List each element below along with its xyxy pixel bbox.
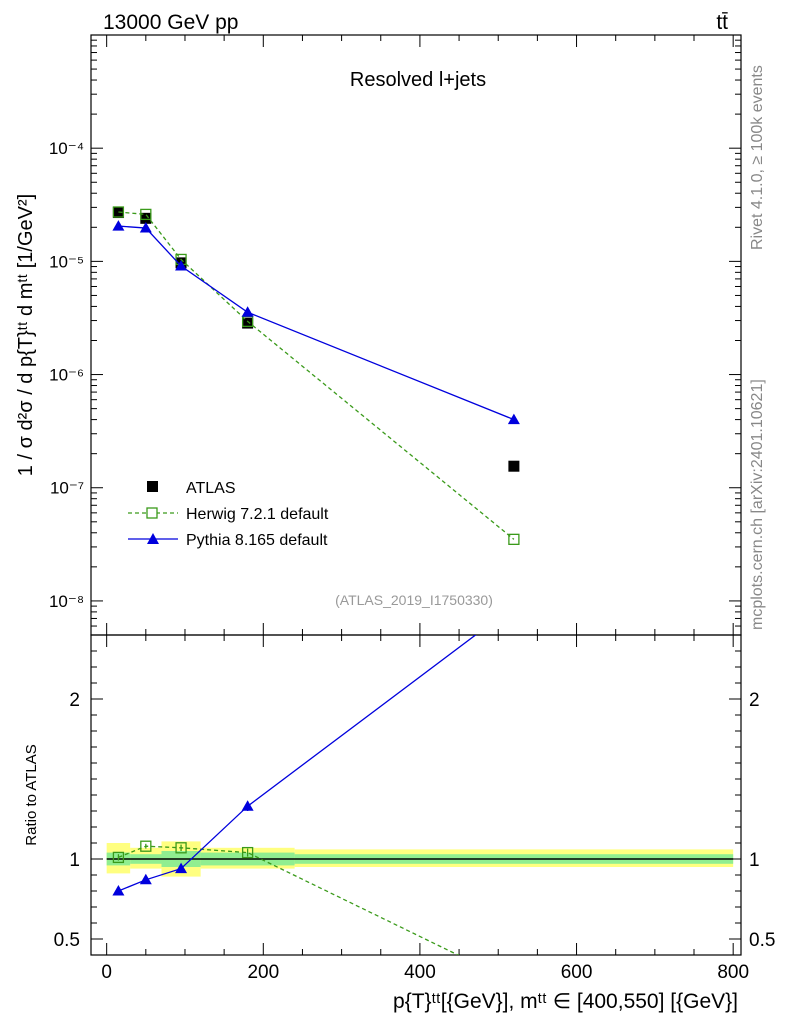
legend-label-pythia: Pythia 8.165 default [186,532,328,549]
main-point-pythia [241,306,254,317]
ratio-point-herwig [175,842,187,854]
main-y-tick-label: 10⁻⁸ [49,592,84,611]
main-y-tick-label: 10⁻⁴ [49,139,84,158]
main-y-axis-label: 1 / σ d²σ / d p{T}ᵗᵗ d mᵗᵗ [1/GeV²] [15,194,37,476]
ratio-point-pythia [112,885,125,896]
main-point-herwig [112,206,125,218]
main-point-pythia [507,413,520,425]
main-point-atlas [140,212,152,224]
header-energy-label: 13000 GeV pp [103,11,238,34]
legend-label-atlas: ATLAS [186,480,236,497]
main-y-tick-label: 10⁻⁵ [49,252,84,271]
main-point-herwig [140,208,152,221]
analysis-id-label: (ATLAS_2019_I1750330) [335,592,493,608]
ratio-point-herwig [140,840,152,852]
ratio-y-axis-label: Ratio to ATLAS [23,744,40,845]
ratio-y-tick-label-right: 1 [749,850,760,871]
main-y-tick-label: 10⁻⁶ [49,366,84,385]
x-axis-ticks: 0 200 400 600 800 [101,35,749,983]
chart-title: Resolved l+jets [350,69,486,91]
ratio-y-tick-label-left: 2 [69,690,80,711]
main-axis-ticks: 10⁻⁸ 10⁻⁷ 10⁻⁶ 10⁻⁵ 10⁻⁴ [49,34,741,636]
ratio-point-pythia [508,600,520,611]
main-point-atlas [242,317,254,329]
main-point-herwig [508,533,520,545]
main-series-layer [112,206,520,545]
ratio-point-herwig [509,977,519,987]
rivet-version-label: Rivet 4.1.0, ≥ 100k events [749,65,766,250]
ratio-y-tick-label-left: 0.5 [54,930,80,951]
ratio-y-tick-label-left: 1 [69,850,80,871]
ratio-uncertainty-bands [106,841,734,877]
main-point-pythia [175,260,188,271]
ratio-panel-frame [90,634,742,956]
mcplots-label: mcplots.cern.ch [arXiv:2401.10621] [749,379,766,630]
x-tick-label: 200 [247,962,279,983]
ratio-series-layer [112,600,520,987]
ratio-point-pythia [241,800,254,811]
x-tick-label: 600 [561,962,593,983]
main-point-pythia [112,220,125,231]
ratio-point-herwig [241,846,254,859]
ratio-point-pythia [175,862,188,874]
ratio-point-pythia [139,873,152,885]
header-process-label: tt̄ [716,11,728,34]
main-line-1 [118,211,515,540]
ratio-y-tick-label-right: 0.5 [749,930,775,951]
ratio-point-herwig [112,851,125,864]
x-tick-label: 400 [404,962,436,983]
x-axis-label: p{T}ᵗᵗ[{GeV}], mᵗᵗ ∈ [400,550] [{GeV}] [393,990,738,1013]
ratio-y-tick-label-right: 2 [749,690,760,711]
ratio-axis-ticks: 0.5 0.5 1 1 2 2 [54,650,775,951]
legend: ATLAS Herwig 7.2.1 default Pythia 8.165 … [128,480,329,549]
x-tick-label: 0 [101,962,112,983]
legend-marker-pythia [147,533,159,544]
main-point-atlas [508,460,520,472]
legend-marker-herwig [146,507,158,519]
legend-marker-atlas [147,481,158,492]
main-point-pythia [139,222,152,233]
x-tick-label: 800 [717,962,749,983]
legend-label-herwig: Herwig 7.2.1 default [186,506,329,523]
main-y-tick-label: 10⁻⁷ [50,479,84,498]
